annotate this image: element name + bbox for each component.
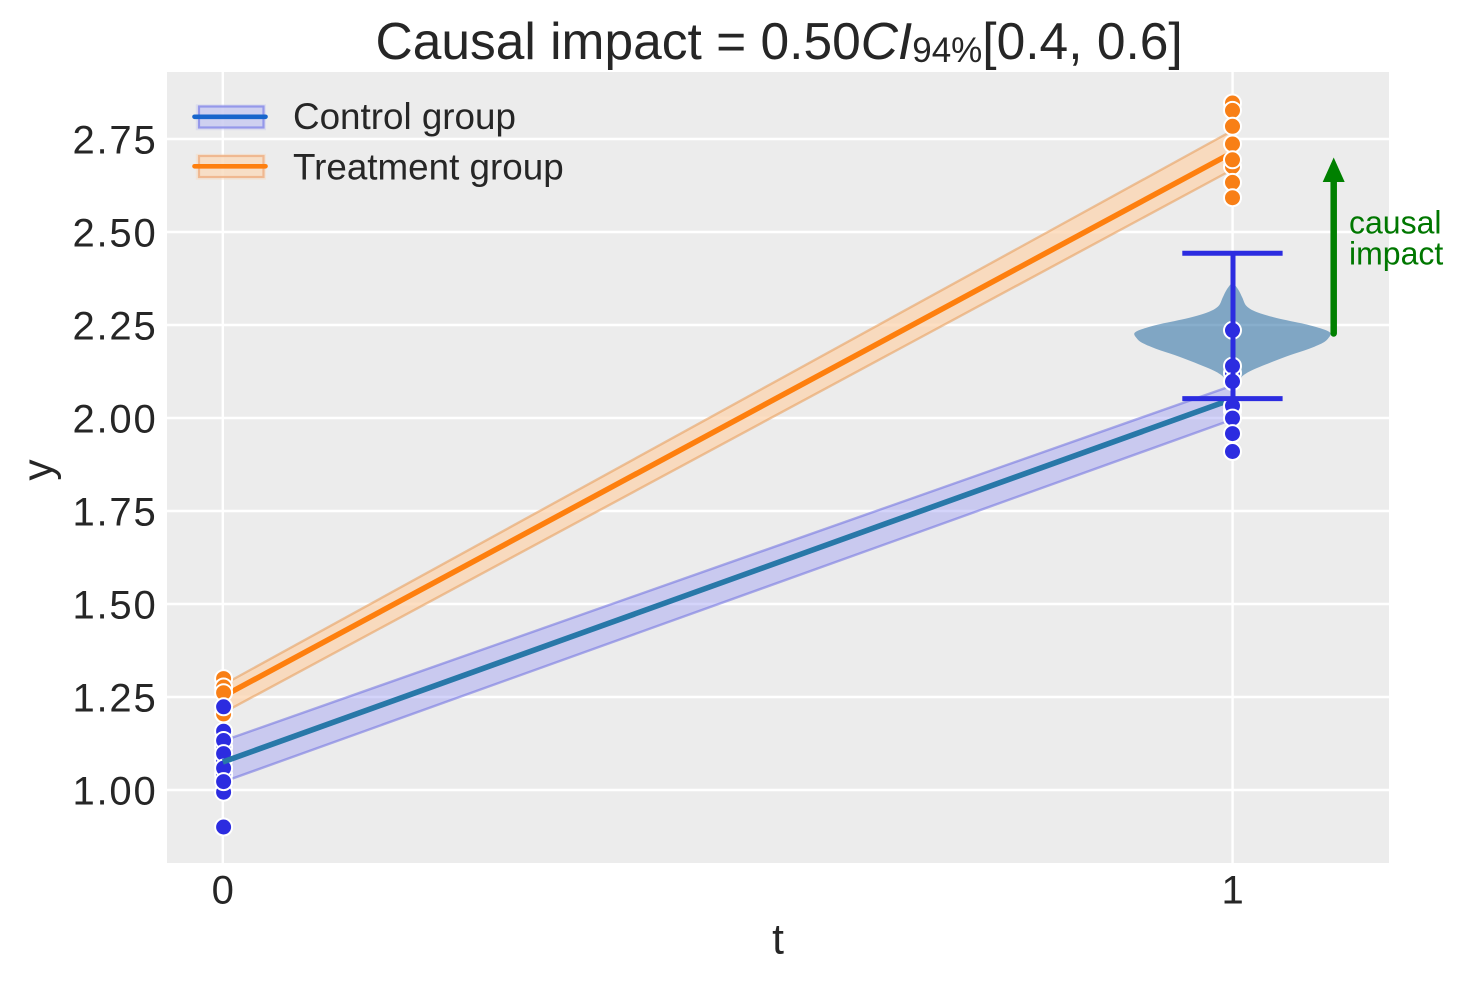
svg-text:1.75: 1.75	[72, 491, 157, 535]
svg-text:1.00: 1.00	[72, 770, 157, 814]
svg-text:y: y	[15, 459, 62, 481]
svg-text:Causal impact = 0.50CI94%[0.4,: Causal impact = 0.50CI94%[0.4, 0.6]	[376, 12, 1183, 70]
svg-text:causal: causal	[1349, 205, 1442, 241]
svg-text:Treatment group: Treatment group	[293, 147, 564, 188]
svg-text:t: t	[772, 917, 784, 964]
svg-text:2.75: 2.75	[72, 119, 157, 163]
svg-text:2.25: 2.25	[72, 305, 157, 349]
svg-text:2.00: 2.00	[72, 398, 157, 442]
svg-text:1.25: 1.25	[72, 677, 157, 721]
svg-text:2.50: 2.50	[72, 212, 157, 256]
svg-text:Control group: Control group	[293, 96, 516, 137]
svg-text:0: 0	[212, 869, 234, 913]
svg-text:impact: impact	[1349, 236, 1443, 272]
svg-text:1: 1	[1221, 869, 1243, 913]
svg-text:1.50: 1.50	[72, 584, 157, 628]
